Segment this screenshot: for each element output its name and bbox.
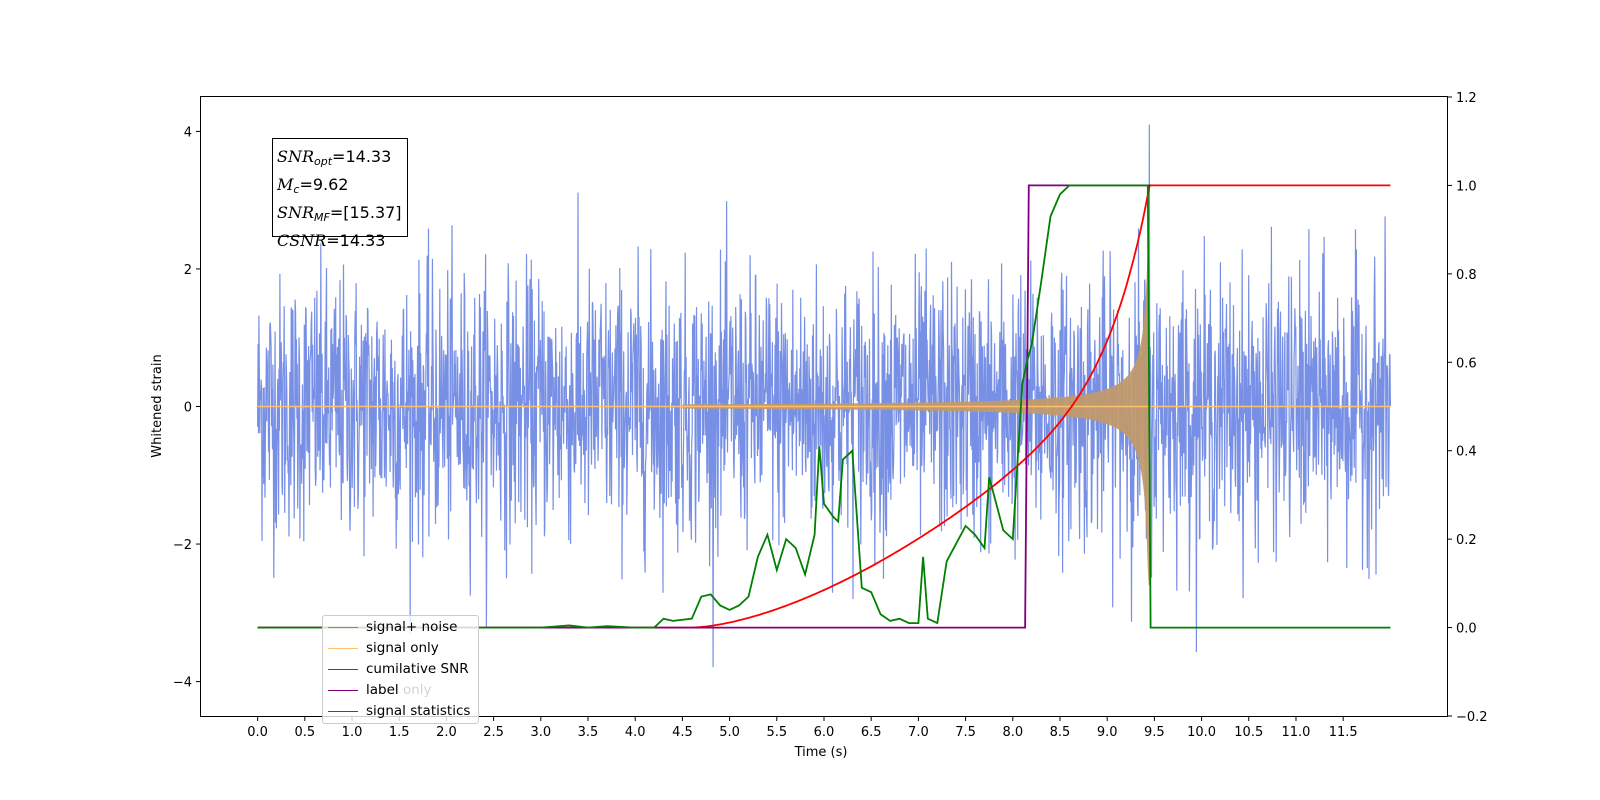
snr-opt-line: SNRopt=14.33 bbox=[277, 147, 392, 168]
x-axis-label: Time (s) bbox=[794, 745, 848, 760]
x-tick-label: 8.5 bbox=[1050, 725, 1071, 740]
y-right-tick-label: 0.8 bbox=[1456, 268, 1477, 283]
y-axis-right-ticks: −0.2 0.0 0.2 0.4 0.6 0.8 1.0 1.2 bbox=[1447, 91, 1488, 725]
legend-label: signal+ noise bbox=[366, 619, 458, 635]
mc-line: Mc=9.62 bbox=[277, 175, 349, 196]
legend-entry-signal-only: signal only bbox=[323, 638, 478, 658]
y-left-tick-label: −2 bbox=[173, 538, 192, 553]
legend-swatch bbox=[328, 711, 358, 712]
x-tick-label: 4.5 bbox=[672, 725, 693, 740]
legend-swatch bbox=[328, 648, 358, 649]
legend-swatch bbox=[328, 627, 358, 628]
x-tick-label: 8.0 bbox=[1002, 725, 1023, 740]
snr-annotation-box: SNRopt=14.33 Mc=9.62 SNRMF=[15.37] CSNR=… bbox=[272, 138, 408, 250]
y-axis-left-ticks: −4 −2 0 2 4 bbox=[173, 125, 201, 691]
y-left-tick-label: −4 bbox=[173, 676, 192, 691]
series-signal-noise-line bbox=[257, 124, 1391, 668]
x-tick-label: 7.0 bbox=[908, 725, 929, 740]
x-tick-label: 2.5 bbox=[483, 725, 504, 740]
y-right-tick-label: 0.0 bbox=[1456, 622, 1477, 637]
legend: signal+ noise signal only cumilative SNR… bbox=[322, 615, 479, 724]
y-axis-left-label: Whitened strain bbox=[150, 354, 165, 457]
csnr-value: =14.33 bbox=[326, 231, 386, 250]
legend-entry-signal-noise: signal+ noise bbox=[323, 617, 478, 637]
x-tick-label: 9.5 bbox=[1144, 725, 1165, 740]
y-right-tick-label: 0.4 bbox=[1456, 445, 1477, 460]
y-right-tick-label: 1.2 bbox=[1456, 91, 1477, 106]
legend-label: signal statistics bbox=[366, 703, 471, 719]
legend-hidden-label: label only bbox=[366, 682, 432, 698]
x-tick-label: 9.0 bbox=[1097, 725, 1118, 740]
plot-layer bbox=[257, 124, 1391, 668]
y-right-tick-label: 0.6 bbox=[1456, 356, 1477, 371]
y-left-tick-label: 2 bbox=[184, 263, 192, 278]
x-tick-label: 5.0 bbox=[719, 725, 740, 740]
x-tick-label: 10.5 bbox=[1234, 725, 1263, 740]
x-tick-label: 4.0 bbox=[625, 725, 646, 740]
series-signal-statistics-line bbox=[257, 184, 1391, 629]
y-right-tick-label: −0.2 bbox=[1456, 710, 1488, 725]
legend-swatch bbox=[328, 690, 358, 691]
legend-label: label bbox=[366, 682, 399, 698]
x-tick-label: 3.5 bbox=[578, 725, 599, 740]
x-tick-label: 3.0 bbox=[530, 725, 551, 740]
x-tick-label: 2.0 bbox=[436, 725, 457, 740]
x-tick-label: 0.0 bbox=[247, 725, 268, 740]
y-right-tick-label: 1.0 bbox=[1456, 179, 1477, 194]
snr-opt-value: =14.33 bbox=[332, 147, 392, 166]
y-left-tick-label: 4 bbox=[184, 125, 192, 140]
snr-mf-line: SNRMF=[15.37] bbox=[277, 203, 402, 224]
legend-swatch bbox=[328, 669, 358, 670]
y-left-tick-label: 0 bbox=[184, 401, 192, 416]
legend-label: cumilative SNR bbox=[366, 661, 469, 677]
csnr-line: CSNR=14.33 bbox=[277, 231, 386, 250]
x-tick-label: 10.0 bbox=[1187, 725, 1216, 740]
x-tick-label: 11.0 bbox=[1281, 725, 1310, 740]
x-tick-label: 5.5 bbox=[766, 725, 787, 740]
legend-entry-label: label label only bbox=[323, 680, 478, 700]
x-tick-label: 1.5 bbox=[389, 725, 410, 740]
x-tick-label: 1.0 bbox=[342, 725, 363, 740]
x-tick-label: 7.5 bbox=[955, 725, 976, 740]
x-tick-label: 6.0 bbox=[814, 725, 835, 740]
x-axis-ticks: 0.0 0.5 1.0 1.5 2.0 2.5 3.0 3.5 4.0 4.5 5.0 5.5 6.0 6… bbox=[247, 716, 1358, 740]
x-tick-label: 11.5 bbox=[1329, 725, 1358, 740]
snr-mf-value: =[15.37] bbox=[329, 203, 402, 222]
legend-label: signal only bbox=[366, 640, 439, 656]
y-right-tick-label: 0.2 bbox=[1456, 533, 1477, 548]
x-tick-label: 0.5 bbox=[294, 725, 315, 740]
x-tick-label: 6.5 bbox=[861, 725, 882, 740]
legend-entry-cumulative-snr: cumilative SNR bbox=[323, 659, 478, 679]
legend-entry-signal-statistics: signal statistics bbox=[323, 701, 478, 721]
mc-value: =9.62 bbox=[299, 175, 349, 194]
